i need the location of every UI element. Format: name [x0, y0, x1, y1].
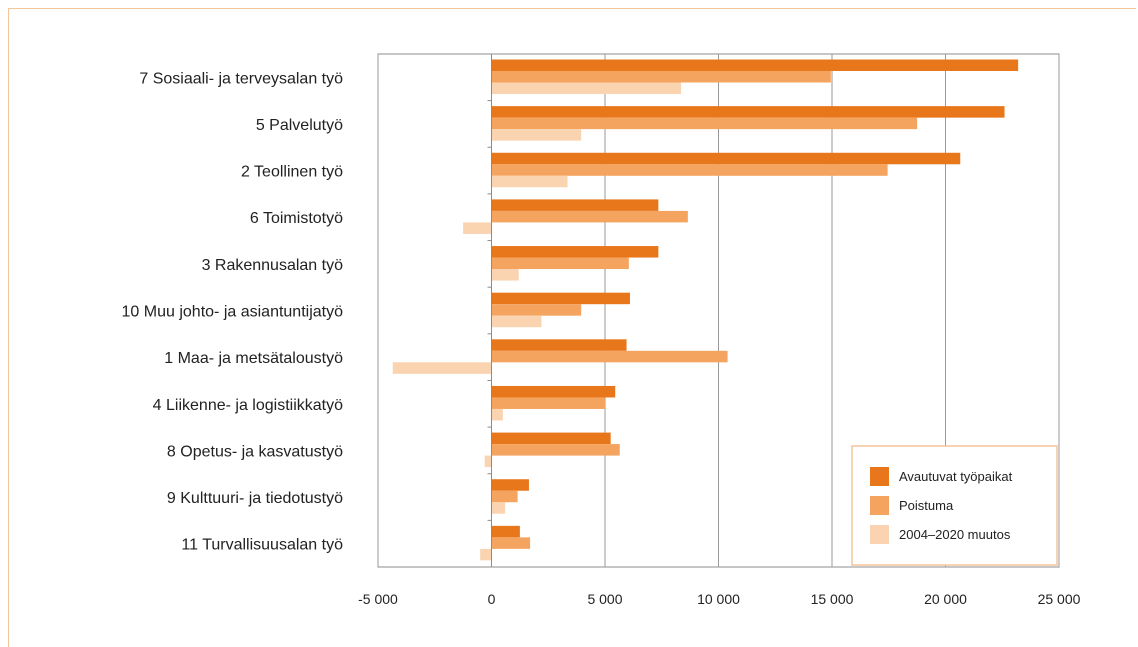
bar-avautuvat-ty-paikat-6-toimistoty [491, 199, 659, 211]
bar-avautuvat-ty-paikat-5-palveluty [491, 106, 1005, 118]
axes [487, 54, 492, 567]
x-tick-label-0: 0 [488, 591, 496, 607]
bar-2004-2020-muutos-6-toimistoty [463, 222, 492, 234]
bar-poistuma-4-liikenne-ja-logistiikkaty [491, 397, 605, 409]
legend-label-avautuvat-ty-paikat: Avautuvat työpaikat [899, 469, 1013, 484]
x-tick-label-15-000: 15 000 [811, 591, 854, 607]
bar-avautuvat-ty-paikat-3-rakennusalan-ty [491, 246, 659, 258]
bar-avautuvat-ty-paikat-4-liikenne-ja-logistiikkaty [491, 385, 616, 398]
bar-avautuvat-ty-paikat-1-maa-ja-mets-talousty [491, 339, 627, 351]
bar-poistuma-2-teollinen-ty [491, 164, 888, 176]
bar-avautuvat-ty-paikat-10-muu-johto-ja-asiantuntijaty [491, 292, 630, 305]
chart-frame [8, 8, 1136, 647]
x-tick-label-5-000: -5 000 [358, 591, 398, 607]
bar-avautuvat-ty-paikat-11-turvallisuusalan-ty [491, 525, 520, 538]
bar-2004-2020-muutos-2-teollinen-ty [491, 175, 568, 188]
category-label-11-turvallisuusalan-ty: 11 Turvallisuusalan työ [181, 537, 343, 554]
bar-poistuma-7-sosiaali-ja-terveysalan-ty [491, 71, 831, 83]
bar-avautuvat-ty-paikat-9-kulttuuri-ja-tiedotusty [491, 479, 529, 491]
bar-2004-2020-muutos-4-liikenne-ja-logistiikkaty [491, 408, 503, 421]
labels: -5 000 0 5 000 10 000 15 000 20 000 25 000 7 So… [122, 70, 1081, 607]
bar-2004-2020-muutos-9-kulttuuri-ja-tiedotusty [491, 502, 506, 514]
category-label-1-maa-ja-mets-talousty: 1 Maa- ja metsätaloustyö [164, 350, 343, 367]
category-label-6-toimistoty: 6 Toimistotyö [250, 210, 343, 227]
bar-avautuvat-ty-paikat-7-sosiaali-ja-terveysalan-ty [491, 59, 1019, 71]
x-tick-label-10-000: 10 000 [697, 591, 740, 607]
bar-2004-2020-muutos-10-muu-johto-ja-asiantuntijaty [491, 315, 542, 328]
bar-2004-2020-muutos-5-palveluty [491, 129, 582, 141]
category-label-10-muu-johto-ja-asiantuntijaty: 10 Muu johto- ja asiantuntijatyö [122, 304, 344, 321]
bar-poistuma-6-toimistoty [491, 210, 688, 223]
bar-poistuma-10-muu-johto-ja-asiantuntijaty [491, 304, 582, 316]
legend-label-2004-2020-muutos: 2004–2020 muutos [899, 527, 1011, 542]
legend-label-poistuma: Poistuma [899, 498, 954, 513]
bar-2004-2020-muutos-7-sosiaali-ja-terveysalan-ty [491, 82, 682, 94]
bar-2004-2020-muutos-8-opetus-ja-kasvatusty [484, 455, 492, 468]
legend-swatch-avautuvat-ty-paikat [870, 467, 889, 486]
bar-poistuma-3-rakennusalan-ty [491, 257, 629, 270]
bars [392, 59, 1019, 561]
category-label-2-teollinen-ty: 2 Teollinen työ [241, 164, 343, 181]
bar-poistuma-9-kulttuuri-ja-tiedotusty [491, 490, 518, 503]
category-label-5-palveluty: 5 Palvelutyö [256, 117, 343, 134]
legend-swatch-poistuma [870, 496, 889, 515]
legend-swatch-2004-2020-muutos [870, 525, 889, 544]
bar-2004-2020-muutos-3-rakennusalan-ty [491, 269, 519, 281]
bar-poistuma-11-turvallisuusalan-ty [491, 537, 531, 549]
category-label-4-liikenne-ja-logistiikkaty: 4 Liikenne- ja logistiikkatyö [153, 397, 343, 414]
x-tick-label-25-000: 25 000 [1038, 591, 1081, 607]
bar-2004-2020-muutos-1-maa-ja-mets-talousty [392, 362, 492, 374]
bar-poistuma-5-palveluty [491, 117, 918, 130]
category-label-3-rakennusalan-ty: 3 Rakennusalan työ [202, 257, 344, 274]
x-tick-label-20-000: 20 000 [924, 591, 967, 607]
bar-poistuma-8-opetus-ja-kasvatusty [491, 444, 620, 456]
category-label-7-sosiaali-ja-terveysalan-ty: 7 Sosiaali- ja terveysalan työ [139, 70, 343, 87]
category-label-8-opetus-ja-kasvatusty: 8 Opetus- ja kasvatustyö [167, 443, 343, 460]
x-tick-label-5-000: 5 000 [587, 591, 622, 607]
bar-poistuma-1-maa-ja-mets-talousty [491, 350, 728, 363]
category-label-9-kulttuuri-ja-tiedotusty: 9 Kulttuuri- ja tiedotustyö [167, 490, 343, 507]
legend: Avautuvat työpaikat Poistuma 2004–2020 muu… [851, 445, 1058, 566]
bar-2004-2020-muutos-11-turvallisuusalan-ty [480, 548, 492, 561]
bar-avautuvat-ty-paikat-8-opetus-ja-kasvatusty [491, 432, 611, 445]
bar-avautuvat-ty-paikat-2-teollinen-ty [491, 152, 961, 165]
